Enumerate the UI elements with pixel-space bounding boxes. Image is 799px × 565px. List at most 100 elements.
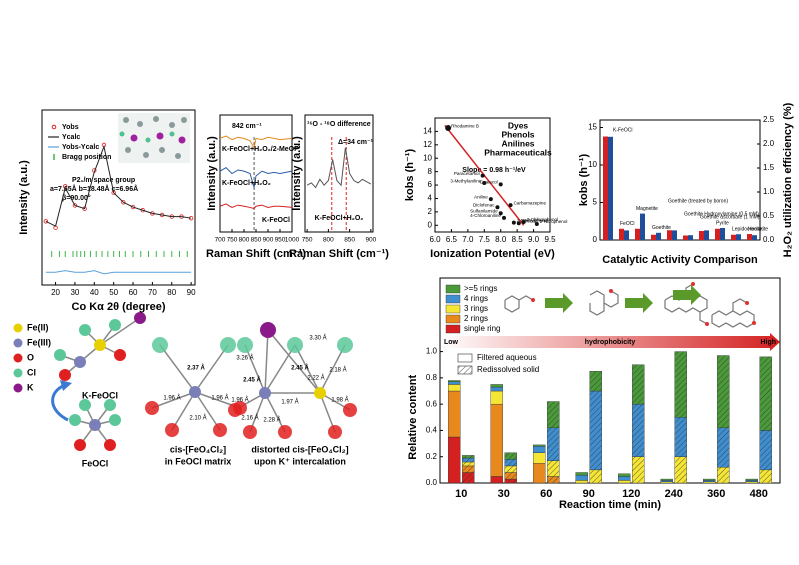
y-axis-label: Relative content <box>407 374 419 459</box>
hatch <box>547 427 560 461</box>
hatch <box>759 430 772 470</box>
x-tick-label: 10 <box>455 488 467 500</box>
legend-label: 2 rings <box>464 314 488 323</box>
bar-segment <box>448 384 461 392</box>
data-point <box>502 215 506 220</box>
plot-frame <box>439 277 781 484</box>
data-line <box>45 270 192 275</box>
x-tick-label: 8.5 <box>512 235 524 244</box>
x-tick-label: 40 <box>90 288 99 297</box>
bar <box>640 213 645 240</box>
annotation: Δ=34 cm⁻¹ <box>338 139 374 146</box>
x-tick-label: 7.0 <box>462 235 474 244</box>
data-point <box>480 173 485 178</box>
legend-swatch <box>445 284 461 294</box>
bar-segment <box>490 390 503 405</box>
y2-tick-label: 1.0 <box>763 187 775 196</box>
annotation: 842 cm⁻¹ <box>232 123 262 130</box>
x-tick-label: 480 <box>750 488 768 500</box>
point-label: Sulfanilamide <box>470 208 498 213</box>
y-tick-label: 0.6 <box>426 399 438 408</box>
point-label: 3-Methylaniline <box>450 178 481 183</box>
bar <box>688 235 693 240</box>
bar-segment <box>490 386 503 392</box>
y-tick-label: 0 <box>428 220 433 229</box>
caption: upon K⁺ intercalation <box>254 456 346 466</box>
x-tick-label: 700 <box>215 237 226 244</box>
distance: 2.22 Å <box>307 375 324 382</box>
bar-segment <box>448 390 461 438</box>
x-tick-label: 800 <box>239 237 250 244</box>
bar-segment <box>533 452 546 464</box>
hydrophobicity-arrow <box>440 333 780 351</box>
distance: 2.10 Å <box>189 415 206 422</box>
point-label: Aniline <box>474 194 488 199</box>
category-label: Goethite <box>652 225 671 231</box>
x-axis-label: Raman Shift (cm⁻¹) <box>206 248 306 260</box>
x-tick-label: 7.5 <box>479 235 491 244</box>
distance: 2.37 Å <box>187 365 205 372</box>
bar <box>651 234 656 240</box>
x-axis-label: Raman Shift (cm⁻¹) <box>289 248 389 260</box>
legend-label: K <box>27 382 34 392</box>
bar-segment <box>490 476 503 484</box>
hatch <box>504 465 517 473</box>
data-point <box>445 125 452 132</box>
category-label: Goethite Hydroxylamine (0.5 mM) <box>684 212 759 218</box>
y-axis-label: kobs (h⁻¹) <box>404 149 416 202</box>
annotation: P2₁/m space group <box>72 177 135 184</box>
bar <box>699 231 704 240</box>
hatch <box>759 356 772 431</box>
point-label: 2-Nitrophenol <box>540 219 568 224</box>
y-tick-label: 10 <box>423 153 432 162</box>
category-label: Hematite <box>748 226 768 232</box>
category-label: FeOCl <box>620 221 634 227</box>
x-axis-label: Ionization Potential (eV) <box>430 248 555 260</box>
bar <box>667 230 672 240</box>
plot-frame <box>41 109 196 286</box>
process-arrows <box>545 285 701 313</box>
bar-segment <box>533 463 546 484</box>
distance: 3.26 Å <box>236 355 253 362</box>
x-tick-label: 800 <box>323 237 334 244</box>
bar <box>619 228 624 240</box>
hatch <box>589 391 602 470</box>
chart-title: Catalytic Activity Comparison <box>602 254 758 266</box>
y-axis-label: Intensity (a.u.) <box>291 136 303 211</box>
data-line <box>45 144 192 227</box>
y-tick-label: 0.8 <box>426 373 438 382</box>
distance: 1.97 Å <box>281 399 298 406</box>
series-label: Yobs <box>62 124 79 131</box>
hatch <box>462 458 475 462</box>
bar <box>683 235 688 240</box>
data-point <box>43 219 49 224</box>
legend-symbol <box>51 124 57 130</box>
hatch <box>462 455 475 459</box>
y2-tick-label: 1.5 <box>763 163 775 172</box>
bar-segment <box>703 478 716 481</box>
model-label: K-FeOCl <box>82 390 118 400</box>
molecule-atoms <box>531 282 756 326</box>
series-label: K-FeOCl+H₂O₂ <box>222 180 271 187</box>
y-tick-label: 1.0 <box>426 347 438 356</box>
bar-segment <box>745 478 758 481</box>
legend-swatch <box>457 353 473 363</box>
distance: 3.30 Å <box>309 335 326 342</box>
data-line <box>219 203 293 210</box>
x-tick-label: 70 <box>148 288 157 297</box>
bar <box>624 230 629 240</box>
bar <box>720 228 725 240</box>
legend-label: O <box>27 352 34 362</box>
bar-segment <box>660 478 673 481</box>
legend-label: Redissolved solid <box>477 365 539 374</box>
plot-frame <box>434 117 551 233</box>
point-label: 2-Methylphenol <box>517 218 548 223</box>
y-axis-label: Intensity (a.u.) <box>206 136 218 211</box>
legend-swatch <box>457 365 473 375</box>
data-point <box>121 200 126 205</box>
annotation: ¹⁶O - ¹⁸O difference <box>307 121 371 128</box>
legend-label: single ring <box>464 324 500 333</box>
bar-segment <box>575 472 588 476</box>
series-label: K-FeOCl+H₂O₂ <box>315 215 364 222</box>
